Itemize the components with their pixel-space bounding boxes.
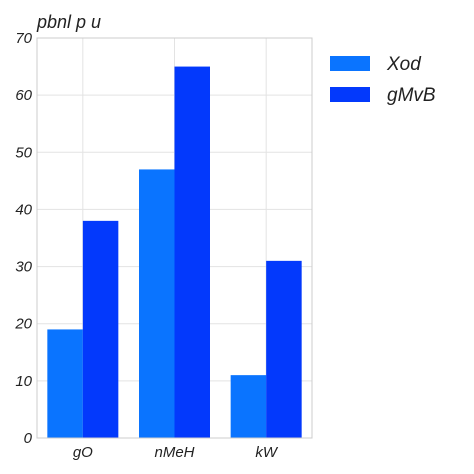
y-tick-label: 60	[15, 87, 32, 104]
x-axis-ticks: gO nMeH kW	[73, 444, 279, 461]
y-tick-label: 50	[15, 144, 32, 161]
legend-swatch	[330, 87, 370, 102]
legend-label: gMvB	[387, 85, 436, 106]
y-axis-ticks: 0 10 20 30 40 50 60 70	[14, 30, 32, 447]
plot-frame	[36, 37, 313, 439]
bar-Xod-gO	[47, 329, 83, 438]
bar-Xod-nMeH	[139, 169, 175, 438]
x-tick-label: nMeH	[154, 444, 194, 461]
y-tick-label: 10	[15, 373, 32, 390]
y-tick-label: 70	[15, 30, 32, 47]
y-tick-label: 30	[15, 259, 32, 276]
bars	[47, 66, 302, 439]
y-tick-label: 40	[15, 201, 32, 218]
y-tick-label: 0	[24, 430, 33, 447]
x-tick-label: kW	[255, 444, 279, 461]
legend-swatch	[330, 56, 370, 71]
legend-label: Xod	[386, 54, 422, 75]
legend: Xod gMvB	[330, 54, 436, 106]
y-tick-label: 20	[14, 316, 32, 333]
bar-gMvB-kW	[266, 260, 302, 438]
bar-Xod-kW	[230, 375, 267, 438]
chart-title: pbnl p u	[36, 12, 101, 32]
bar-gMvB-nMeH	[174, 66, 210, 439]
x-tick-label: gO	[73, 444, 93, 461]
bar-gMvB-gO	[82, 220, 119, 438]
